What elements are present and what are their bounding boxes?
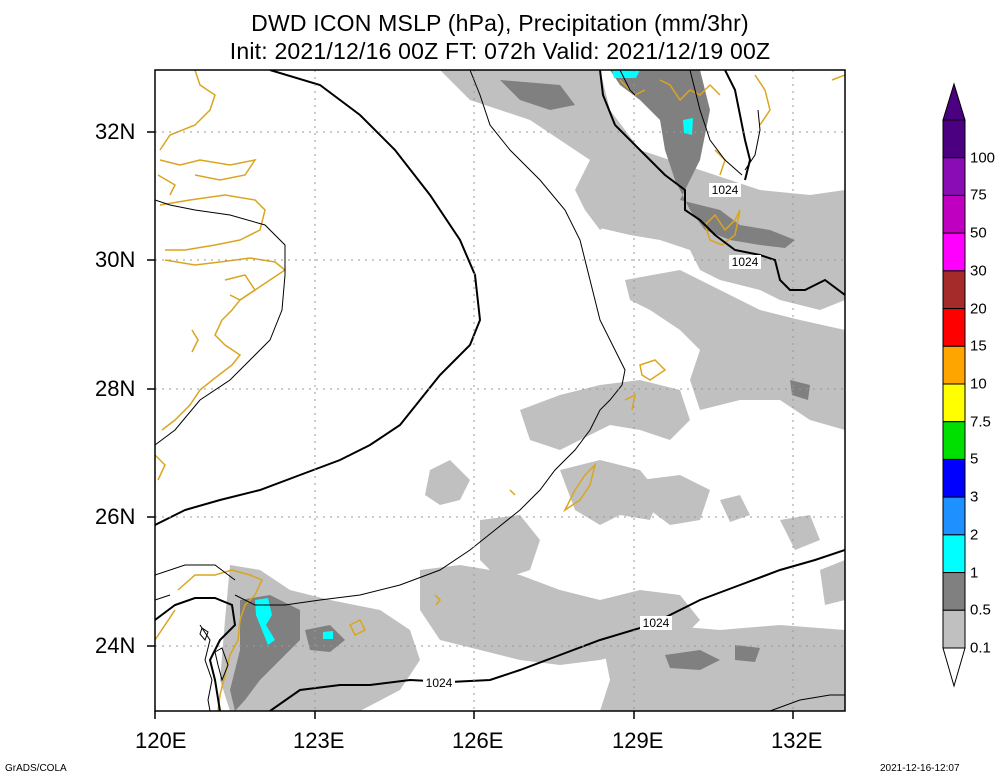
lon-label-132e: 132E: [771, 728, 823, 753]
colorbar-swatch: [942, 534, 966, 574]
colorbar-label: 7.5: [970, 413, 991, 431]
axis-ticks: [147, 131, 794, 719]
lat-label-28n: 28N: [95, 376, 136, 401]
colorbar-swatch: [942, 458, 966, 498]
colorbar-swatch: [942, 157, 966, 196]
colorbar-swatch: [942, 194, 966, 234]
colorbar-label: 3: [970, 488, 979, 506]
lat-label-26n: 26N: [95, 504, 136, 529]
colorbar-swatch: [942, 232, 966, 272]
colorbar-swatch: [942, 308, 966, 347]
colorbar-label: 2: [970, 526, 979, 544]
isobar-label: 1024: [426, 676, 453, 690]
colorbar-label: 50: [970, 224, 987, 242]
colorbar-swatch: [942, 572, 966, 611]
colorbar-label: 75: [970, 186, 987, 204]
lon-label-120e: 120E: [135, 728, 187, 753]
coastlines: [155, 70, 845, 711]
colorbar-swatch: [942, 270, 966, 310]
colorbar-label: 5: [970, 450, 979, 468]
colorbar-swatch: [942, 383, 966, 423]
colorbar-label: 100: [970, 149, 996, 167]
lon-label-129e: 129E: [612, 728, 664, 753]
isobar-label: 1024: [643, 616, 670, 630]
footer-timestamp: 2021-12-16-12:07: [880, 763, 960, 774]
map-frame: [154, 69, 846, 712]
lat-label-32n: 32N: [95, 119, 136, 144]
lat-label-24n: 24N: [95, 633, 136, 658]
colorbar-label: 0.5: [970, 601, 991, 619]
colorbar-label: 15: [970, 337, 987, 355]
colorbar-label: 1: [970, 564, 979, 582]
chart-title-line2: Init: 2021/12/16 00Z FT: 072h Valid: 202…: [229, 38, 771, 64]
isobar-label: 1024: [732, 255, 759, 269]
colorbar-swatch: [942, 609, 966, 649]
colorbar-top-triangle: [942, 82, 966, 121]
lat-label-30n: 30N: [95, 247, 136, 272]
precip-colorbar: [942, 82, 966, 688]
colorbar-swatch: [942, 421, 966, 460]
isobars-thin: [155, 70, 845, 711]
lon-label-126e: 126E: [452, 728, 504, 753]
colorbar-swatch: [942, 345, 966, 385]
colorbar-label: 30: [970, 262, 987, 280]
colorbar-bottom-triangle: [942, 647, 966, 688]
colorbar-swatch: [942, 119, 966, 159]
lon-label-123e: 123E: [293, 728, 345, 753]
footer-software: GrADS/COLA: [5, 763, 67, 774]
graticule: [155, 70, 845, 711]
colorbar-label: 0.1: [970, 639, 991, 657]
map-area: 1024 1024 1024 1024: [155, 70, 845, 711]
colorbar-label: 10: [970, 375, 987, 393]
chart-title-line1: DWD ICON MSLP (hPa), Precipitation (mm/3…: [251, 10, 749, 36]
colorbar-swatch: [942, 496, 966, 536]
colorbar-label: 20: [970, 300, 987, 318]
precip-heavy-areas: [255, 70, 693, 645]
isobar-label: 1024: [712, 183, 739, 197]
